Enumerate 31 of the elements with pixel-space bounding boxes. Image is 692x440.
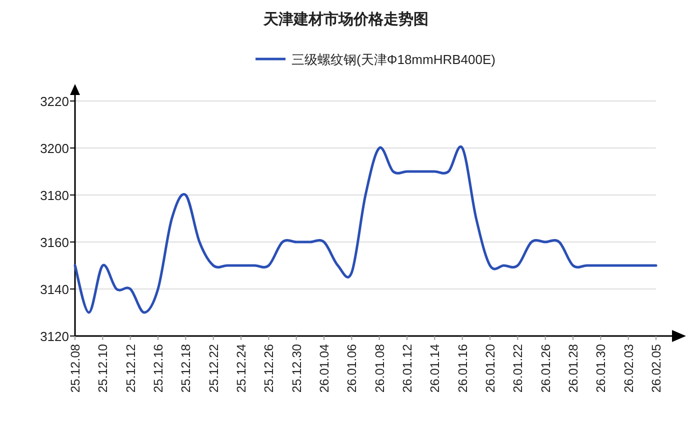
- x-tick-label: 25.12.22: [206, 344, 221, 393]
- legend-label: 三级螺纹钢(天津Φ18mmHRB400E): [292, 52, 496, 67]
- x-tick-label: 25.12.16: [152, 344, 166, 393]
- y-tick-label: 3140: [40, 282, 69, 297]
- x-tick-label: 26.01.22: [511, 344, 526, 393]
- x-tick-label: 25.12.30: [290, 344, 304, 393]
- x-tick-label: 25.12.08: [68, 344, 82, 393]
- x-tick-label: 26.01.20: [484, 344, 498, 393]
- y-tick-label: 3220: [40, 94, 69, 109]
- x-tick-label: 26.01.12: [400, 344, 414, 393]
- x-tick-label: 26.01.14: [428, 344, 442, 393]
- x-tick-label: 26.01.04: [318, 344, 332, 393]
- y-tick-label: 3180: [40, 188, 69, 203]
- chart-title: 天津建材市场价格走势图: [262, 10, 428, 28]
- x-tick-label: 26.02.05: [650, 344, 664, 393]
- y-tick-label: 3200: [40, 141, 69, 156]
- x-tick-label: 26.01.26: [538, 344, 553, 393]
- line-series: [74, 146, 658, 314]
- x-tick-label: 26.01.28: [566, 344, 580, 393]
- x-tick-label: 26.02.03: [622, 344, 636, 393]
- x-tick-label: 25.12.24: [234, 344, 248, 393]
- x-tick-label: 25.12.12: [124, 344, 138, 393]
- x-tick-label: 26.01.06: [345, 344, 360, 393]
- y-tick-label: 3160: [40, 235, 69, 250]
- x-tick-label: 25.12.10: [96, 344, 110, 393]
- x-tick-label: 26.01.30: [594, 344, 608, 393]
- y-tick-label: 3120: [40, 329, 69, 344]
- x-tick-label: 26.01.16: [456, 344, 470, 393]
- x-tick-label: 25.12.18: [179, 344, 194, 393]
- x-tick-label: 25.12.26: [262, 344, 276, 393]
- x-tick-label: 26.01.08: [372, 344, 387, 393]
